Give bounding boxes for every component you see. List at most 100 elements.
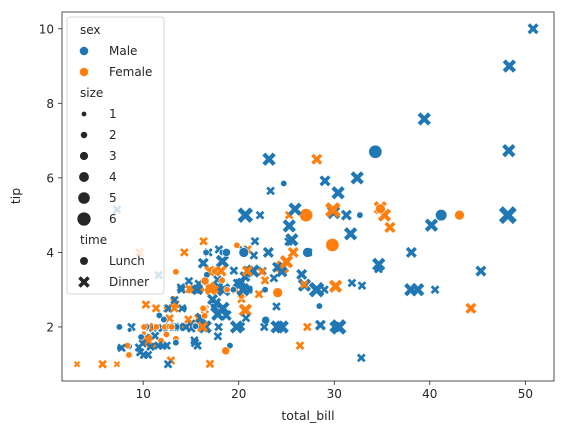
data-point <box>372 257 386 272</box>
data-point <box>226 342 234 350</box>
data-point <box>302 322 312 332</box>
data-point <box>475 265 487 277</box>
x-tick-label: 30 <box>327 387 342 401</box>
x-tick-label: 20 <box>231 387 246 401</box>
data-point <box>193 341 202 350</box>
data-point <box>222 248 231 257</box>
data-point <box>198 320 212 334</box>
data-point <box>272 287 283 298</box>
data-point <box>184 315 193 324</box>
data-point <box>299 208 314 223</box>
data-point <box>299 280 309 289</box>
data-point <box>205 359 215 369</box>
data-point <box>170 303 179 313</box>
data-point <box>211 267 219 275</box>
data-point <box>137 333 145 341</box>
legend-title-size: size <box>80 86 103 100</box>
data-point <box>138 338 148 348</box>
data-point <box>266 186 275 196</box>
data-point <box>151 303 161 313</box>
legend-size-label: 1 <box>109 107 117 121</box>
data-point <box>411 283 425 297</box>
data-point <box>220 309 232 321</box>
data-point <box>261 286 269 294</box>
data-point <box>126 327 133 333</box>
data-point <box>347 278 357 288</box>
data-point <box>236 283 250 297</box>
x-tick-label: 50 <box>518 387 533 401</box>
data-point <box>356 211 364 219</box>
data-point <box>155 311 163 319</box>
data-point <box>140 323 148 331</box>
data-point <box>262 152 276 166</box>
data-point <box>279 255 294 269</box>
data-point <box>199 304 207 312</box>
y-tick-label: 10 <box>39 22 54 36</box>
data-point <box>202 248 210 256</box>
data-point <box>255 210 265 220</box>
data-point <box>249 251 259 260</box>
data-point <box>197 321 209 333</box>
data-point <box>180 248 189 257</box>
data-point <box>229 266 239 276</box>
legend-size-label: 4 <box>109 170 117 184</box>
y-axis-label: tip <box>8 188 23 204</box>
plot-frame <box>61 11 555 382</box>
data-point <box>296 268 308 280</box>
points-layer <box>73 23 539 369</box>
data-point <box>311 153 323 165</box>
data-point <box>73 360 81 368</box>
data-point <box>201 312 209 320</box>
legend-label-male: Male <box>109 44 137 58</box>
data-point <box>276 266 288 278</box>
y-tick-label: 8 <box>46 97 54 111</box>
data-point <box>184 276 194 286</box>
legend-size-marker <box>81 111 87 117</box>
legend-size-marker <box>80 131 88 139</box>
data-point <box>163 359 173 369</box>
data-point <box>150 331 160 341</box>
data-point <box>284 237 293 246</box>
data-point <box>229 286 237 294</box>
legend-size-label: 2 <box>109 128 117 142</box>
data-point <box>217 256 227 266</box>
y-tick-label: 2 <box>46 320 54 334</box>
data-point <box>190 335 199 345</box>
data-point <box>165 314 174 323</box>
legend-frame <box>66 16 165 295</box>
data-point <box>331 186 345 200</box>
x-axis: 10 20 30 40 50 <box>136 381 533 401</box>
data-point <box>303 248 313 257</box>
data-point <box>192 322 200 330</box>
data-point <box>154 341 163 350</box>
data-point <box>502 59 517 73</box>
data-point <box>498 206 517 225</box>
data-point <box>177 303 187 313</box>
data-point <box>325 202 341 218</box>
data-point <box>328 279 343 293</box>
data-point <box>368 144 383 159</box>
legend-size-marker <box>78 192 90 204</box>
data-point <box>430 285 440 295</box>
data-point <box>350 171 364 185</box>
data-point <box>254 289 264 299</box>
data-point <box>417 112 431 126</box>
legend-swatch-female <box>79 67 89 77</box>
data-point <box>229 320 244 334</box>
data-point <box>115 323 123 331</box>
data-point <box>162 341 172 350</box>
data-point <box>168 323 176 331</box>
data-point <box>250 236 260 246</box>
data-point <box>288 202 302 216</box>
legend-size-marker <box>77 212 91 226</box>
legend-title-sex: sex <box>80 23 101 37</box>
legend-style-lunch <box>79 256 89 266</box>
data-point <box>465 302 477 314</box>
x-tick-label: 10 <box>136 387 151 401</box>
data-point <box>269 273 279 283</box>
data-point <box>141 300 151 309</box>
data-point <box>282 219 296 233</box>
legend-size-label: 6 <box>109 212 117 226</box>
data-point <box>160 315 168 324</box>
data-point <box>98 359 107 369</box>
